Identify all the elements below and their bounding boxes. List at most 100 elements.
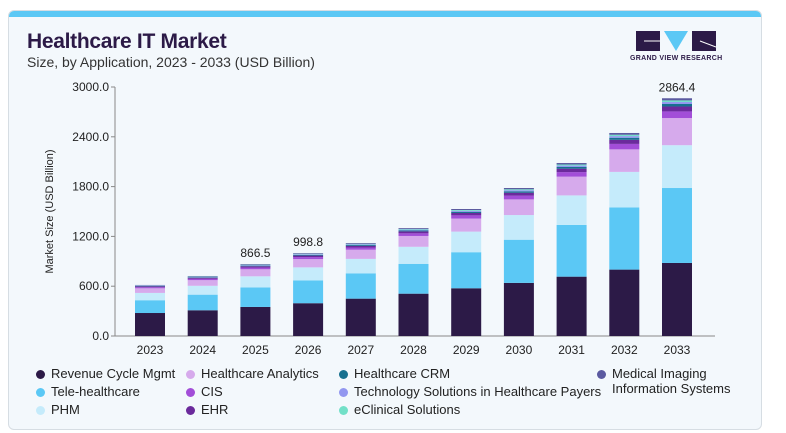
y-tick-label: 1800.0 <box>72 180 109 194</box>
y-tick-label: 0.0 <box>92 329 109 343</box>
bar-segment <box>556 172 587 177</box>
y-tick-label: 1200.0 <box>72 229 109 243</box>
bar-segment <box>293 280 324 304</box>
legend-label: Medical Imaging Information Systems <box>612 366 731 396</box>
bar-segment <box>135 286 165 288</box>
legend-item: eClinical Solutions <box>339 402 460 417</box>
bar-segment <box>609 269 640 336</box>
bar-segment <box>398 263 429 294</box>
data-label: 998.8 <box>293 235 323 249</box>
legend-label: eClinical Solutions <box>354 402 461 417</box>
bar-segment <box>662 100 692 103</box>
bar-segment <box>345 249 376 259</box>
bar-segment <box>240 265 271 267</box>
bar-segment <box>398 235 429 247</box>
bar-segment <box>135 292 165 301</box>
bar-segment <box>609 139 640 144</box>
bar-segment <box>556 176 587 196</box>
bar-segment <box>187 310 218 336</box>
bar-segment <box>187 285 218 295</box>
accent-bar <box>9 11 761 17</box>
bar-segment <box>451 210 482 211</box>
bar-segment <box>345 244 376 246</box>
bar-segment <box>398 231 429 234</box>
bar-segment <box>662 145 692 189</box>
bar-segment <box>240 265 271 266</box>
legend-dot-icon <box>186 370 195 379</box>
legend-item: CIS <box>186 384 223 399</box>
bar-segment <box>345 258 376 274</box>
bar-segment <box>503 190 534 192</box>
bar-segment <box>345 244 376 245</box>
x-tick-label: 2026 <box>295 343 322 357</box>
bar-segment <box>398 246 429 264</box>
legend-dot-icon <box>339 388 348 397</box>
x-tick-label: 2028 <box>400 343 427 357</box>
bar-segment <box>135 313 165 336</box>
legend-label: CIS <box>201 384 223 399</box>
bar-segment <box>503 239 534 283</box>
bar-segment <box>662 104 692 107</box>
bar-segment <box>135 287 165 289</box>
x-tick-label: 2030 <box>506 343 533 357</box>
bar-segment <box>451 209 482 211</box>
bar-segment <box>503 215 534 240</box>
bar-segment <box>609 149 640 172</box>
x-tick-label: 2032 <box>611 343 638 357</box>
bar-segment <box>398 228 429 230</box>
legend-dot-icon <box>36 388 45 397</box>
bar-segment <box>345 243 376 244</box>
bar-segment <box>240 264 271 265</box>
x-tick-label: 2027 <box>347 343 374 357</box>
legend-label: PHM <box>51 402 80 417</box>
data-label: 2864.4 <box>659 80 696 94</box>
bar-segment <box>556 224 587 277</box>
legend-item: Healthcare CRM <box>339 366 450 381</box>
legend-dot-icon <box>36 370 45 379</box>
bar-segment <box>556 165 587 167</box>
bar-segment <box>345 298 376 336</box>
bar-segment <box>503 189 534 191</box>
bar-segment <box>662 111 692 119</box>
bar-segment <box>609 137 640 140</box>
bar-segment <box>451 231 482 253</box>
bar-segment <box>293 257 324 260</box>
legend-dot-icon <box>339 370 348 379</box>
legend-item: Healthcare Analytics <box>186 366 319 381</box>
bar-segment <box>556 276 587 336</box>
y-tick-label: 600.0 <box>79 279 109 293</box>
x-tick-label: 2024 <box>189 343 216 357</box>
legend-dot-icon <box>597 370 606 379</box>
legend-label: Revenue Cycle Mgmt <box>51 366 176 381</box>
bar-segment <box>451 252 482 289</box>
legend-dot-icon <box>186 388 195 397</box>
grand-view-research-logo <box>636 31 716 51</box>
x-tick-label: 2023 <box>137 343 164 357</box>
bar-segment <box>662 118 692 146</box>
bar-segment <box>345 243 376 245</box>
bar-segment <box>240 276 271 288</box>
bar-segment <box>503 199 534 216</box>
bar-segment <box>293 254 324 256</box>
bar-segment <box>398 229 429 231</box>
bar-segment <box>398 228 429 229</box>
bar-segment <box>662 188 692 263</box>
bar-segment <box>293 254 324 255</box>
bar-segment <box>293 303 324 336</box>
bar-segment <box>398 293 429 336</box>
legend-label: Healthcare Analytics <box>201 366 319 381</box>
bar-segment <box>556 164 587 166</box>
bar-segment <box>293 255 324 258</box>
bar-segment <box>556 168 587 173</box>
bar-segment <box>187 277 218 279</box>
legend-item: Tele-healthcare <box>36 384 140 399</box>
legend-dot-icon <box>36 406 45 415</box>
legend-item: EHR <box>186 402 228 417</box>
bar-segment <box>503 192 534 196</box>
bar-segment <box>345 247 376 250</box>
bar-segment <box>293 259 324 268</box>
y-tick-label: 3000.0 <box>72 80 109 94</box>
legend-dot-icon <box>339 406 348 415</box>
bar-segment <box>293 253 324 254</box>
x-tick-label: 2033 <box>664 343 691 357</box>
